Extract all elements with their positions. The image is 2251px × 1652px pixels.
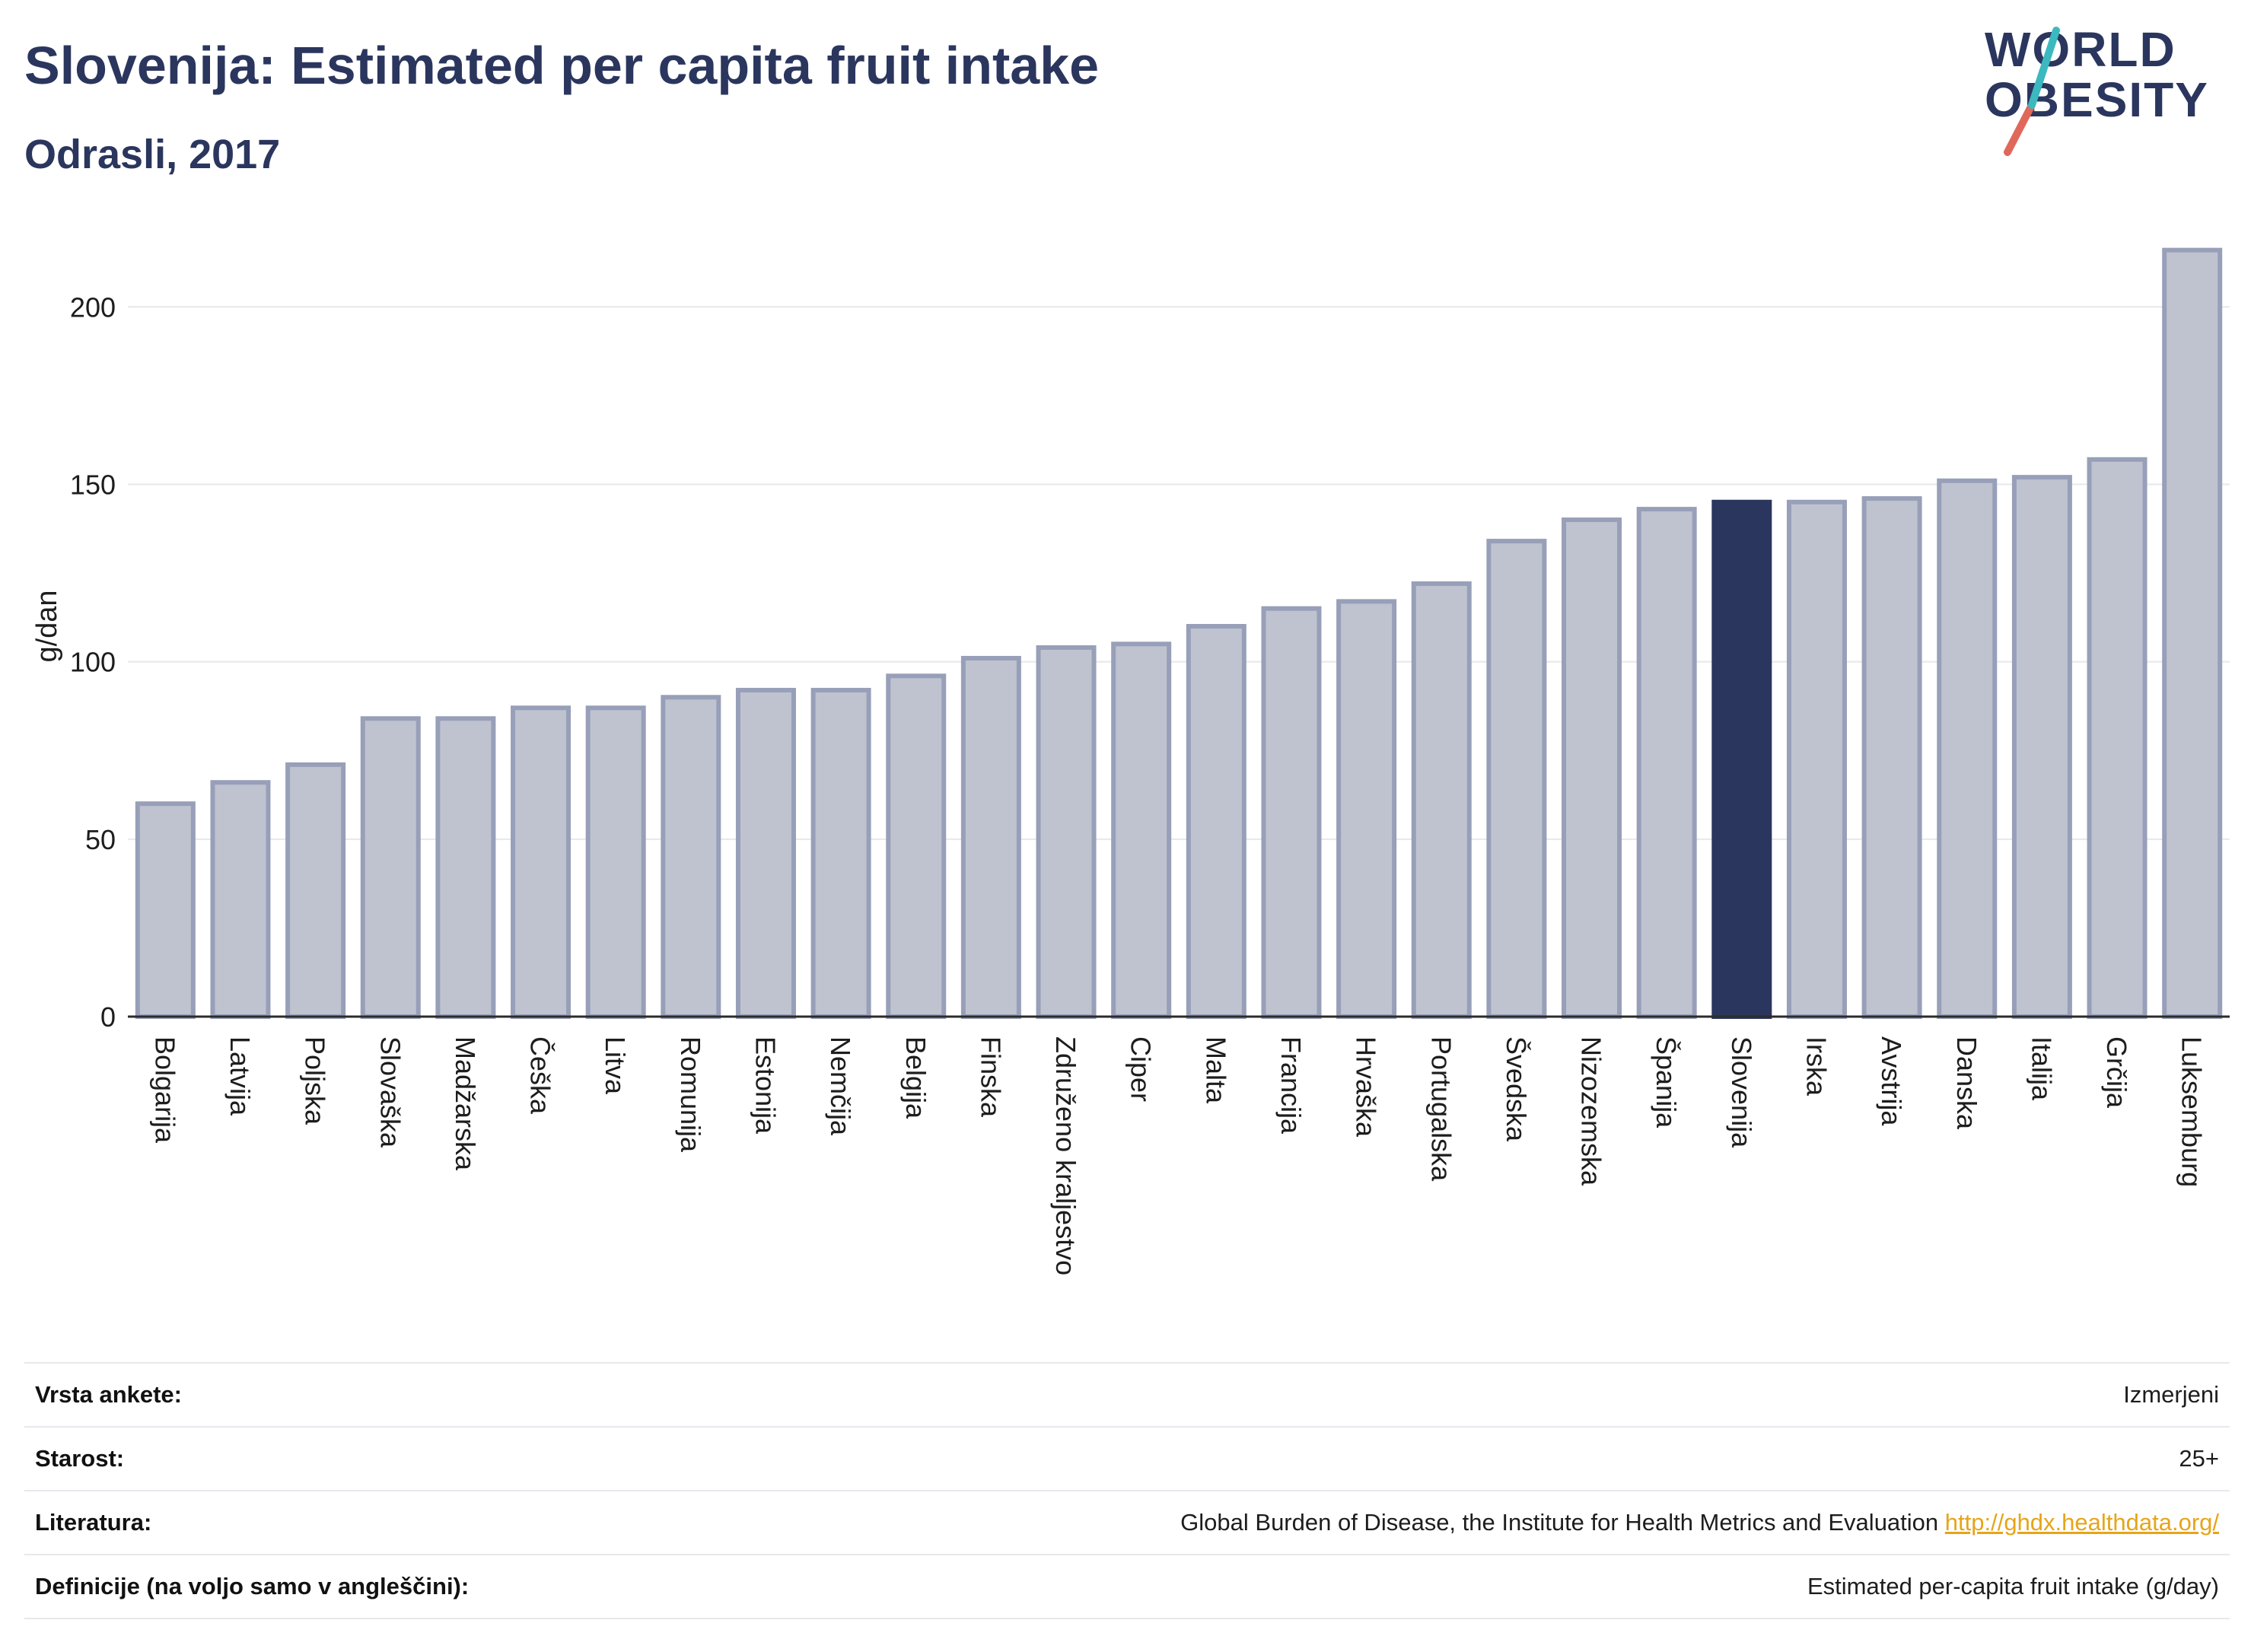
bar: [1636, 507, 1697, 1019]
x-tick-label: Bolgarija: [149, 1036, 180, 1144]
bar: [1186, 624, 1246, 1019]
info-label: Vrsta ankete:: [35, 1381, 182, 1408]
bar: [886, 673, 947, 1019]
x-tick-label: Nemčija: [825, 1036, 856, 1136]
bar: [1861, 496, 1922, 1019]
logo-text-world: WORLD: [1985, 22, 2176, 77]
info-label: Definicije (na voljo samo v angleščini):: [35, 1573, 470, 1599]
bar: [1486, 539, 1547, 1019]
x-tick-label: Ciper: [1126, 1036, 1157, 1102]
bar: [285, 762, 346, 1020]
bar: [1562, 517, 1622, 1019]
bar: [1937, 478, 1998, 1019]
y-tick-label: 200: [70, 291, 116, 323]
info-row-literature: Literatura: Global Burden of Disease, th…: [24, 1490, 2230, 1554]
bar: [210, 780, 271, 1019]
x-tick-label: Estonija: [750, 1036, 781, 1135]
bar: [1111, 641, 1172, 1019]
bar: [1036, 645, 1097, 1019]
bar: [2087, 457, 2148, 1019]
bar: [435, 716, 496, 1019]
info-value: Estimated per-capita fruit intake (g/day…: [1807, 1573, 2219, 1599]
chart-title: Slovenija: Estimated per capita fruit in…: [24, 36, 1100, 95]
info-row-survey-type: Vrsta ankete: Izmerjeni: [24, 1362, 2230, 1426]
bar: [960, 655, 1021, 1019]
chart-subtitle: Odrasli, 2017: [24, 132, 281, 177]
source-link[interactable]: http://ghdx.healthdata.org/: [1944, 1509, 2219, 1536]
bar: [735, 687, 796, 1019]
x-tick-label: Belgija: [900, 1036, 931, 1119]
x-tick-label: Češka: [525, 1036, 556, 1115]
x-tick-label: Irska: [1800, 1036, 1832, 1097]
bar-chart: 0 50 100 150 200 g/dan Bolgarija Latvija Poljska…: [31, 247, 2230, 1275]
x-tick-label: Združeno kraljestvo: [1050, 1036, 1081, 1275]
x-tick-label: Španija: [1651, 1036, 1682, 1128]
x-tick-label: Slovenija: [1726, 1036, 1757, 1148]
y-tick-label: 100: [70, 647, 116, 678]
y-axis-title: g/dan: [31, 590, 63, 662]
bar: [661, 695, 721, 1019]
x-tick-label: Romunija: [675, 1036, 706, 1153]
info-value: Global Burden of Disease, the Institute …: [1180, 1509, 2230, 1536]
info-row-age: Starost: 25+: [24, 1426, 2230, 1490]
x-tick-label: Poljska: [300, 1036, 331, 1125]
bar: [2011, 475, 2072, 1019]
x-tick-label: Švedska: [1501, 1036, 1532, 1142]
x-tick-label: Litva: [600, 1036, 631, 1095]
bar: [2162, 247, 2223, 1019]
info-label: Literatura:: [35, 1509, 152, 1536]
source-text: Global Burden of Disease, the Institute …: [1180, 1509, 1939, 1536]
y-tick-label: 50: [85, 824, 116, 855]
bar: [1261, 606, 1322, 1019]
x-tick-label: Luksemburg: [2176, 1036, 2208, 1187]
x-tick-label: Hrvaška: [1351, 1036, 1382, 1138]
x-tick-label: Italija: [2026, 1036, 2057, 1101]
x-tick-label: Madžarska: [450, 1036, 481, 1171]
bar: [1411, 581, 1472, 1019]
x-tick-label: Danska: [1951, 1036, 1982, 1130]
bar: [135, 801, 196, 1019]
x-tick-label: Francija: [1275, 1036, 1307, 1135]
info-value: 25+: [2179, 1445, 2219, 1472]
bar: [585, 705, 646, 1019]
bar-highlight: [1711, 499, 1772, 1019]
x-tick-label: Finska: [975, 1036, 1006, 1118]
y-tick-label: 150: [70, 469, 116, 500]
y-tick-label: 0: [100, 1001, 116, 1033]
x-tick-label: Portugalska: [1425, 1036, 1457, 1182]
x-tick-label: Slovaška: [374, 1036, 406, 1148]
bar: [511, 705, 572, 1019]
world-obesity-logo[interactable]: WORLD OBESITY: [1985, 21, 2236, 158]
info-value: Izmerjeni: [2123, 1381, 2219, 1408]
x-tick-label: Malta: [1200, 1036, 1231, 1104]
info-label: Starost:: [35, 1445, 125, 1472]
bar: [1336, 599, 1397, 1019]
info-table: Vrsta ankete: Izmerjeni Starost: 25+ Lit…: [24, 1362, 2230, 1619]
x-tick-label: Nizozemska: [1576, 1036, 1607, 1186]
x-tick-label: Latvija: [224, 1036, 256, 1116]
logo-slash-icon: [2004, 27, 2060, 156]
x-tick-label: Grčija: [2101, 1036, 2132, 1109]
bar: [810, 687, 871, 1019]
info-row-definitions: Definicije (na voljo samo v angleščini):…: [24, 1554, 2230, 1619]
x-tick-label: Avstrija: [1876, 1036, 1907, 1126]
bar: [360, 716, 421, 1019]
bar: [1786, 499, 1847, 1019]
